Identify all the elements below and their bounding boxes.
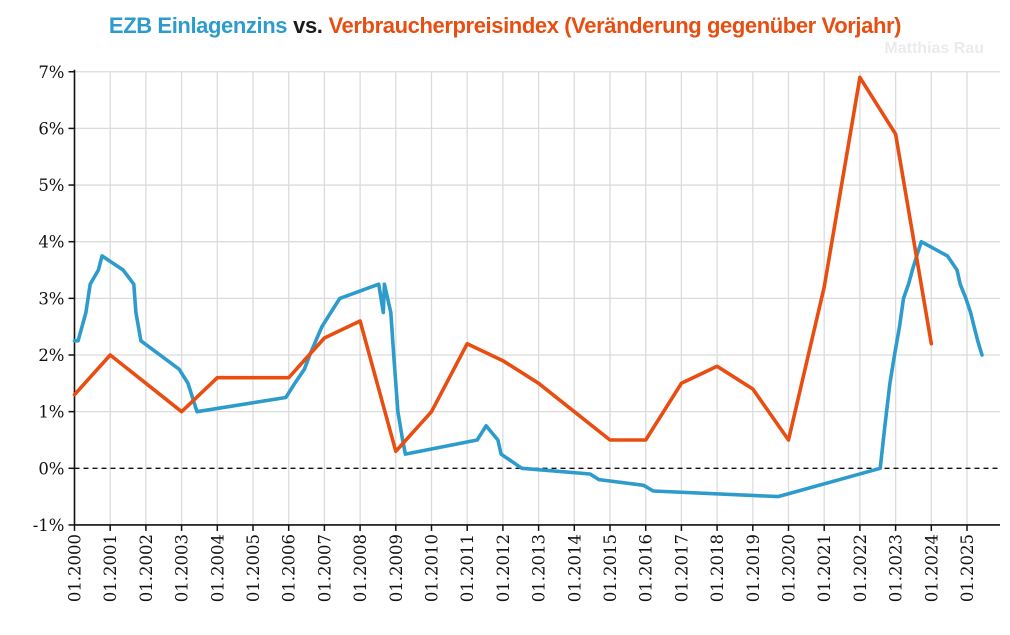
chart-title: EZB Einlagenzins vs. Verbraucherpreisind… [0,13,1010,39]
x-tick-label: 01.2003 [173,534,192,602]
axes [68,69,1000,531]
x-tick-label: 01.2005 [244,534,263,602]
y-tick-label: 2% [38,346,64,365]
y-tick-label: -1% [33,516,65,535]
x-tick-label: 01.2024 [922,534,941,602]
watermark: Matthias Rau [884,40,984,57]
x-tick-label: 01.2002 [137,534,156,602]
y-tick-label: 1% [38,403,64,422]
title-series2-label: Verbraucherpreisindex (Veränderung gegen… [328,13,902,38]
x-tick-label: 01.2021 [815,534,834,602]
x-tick-label: 01.2019 [744,534,763,602]
gridlines [73,71,1000,525]
x-tick-label: 01.2016 [637,534,656,602]
x-tick-label: 01.2013 [530,534,549,602]
x-tick-label: 01.2010 [423,534,442,602]
x-tick-label: 01.2006 [280,534,299,602]
y-tick-label: 6% [38,119,64,138]
y-tick-label: 5% [38,176,64,195]
x-tick-label: 01.2000 [66,534,85,602]
x-tick-label: 01.2022 [851,534,870,602]
x-tick-label: 01.2023 [887,534,906,602]
x-tick-label: 01.2018 [708,534,727,602]
title-series1-label: EZB Einlagenzins [108,13,288,38]
title-vs-label: vs. [293,13,323,38]
y-tick-label: 7% [38,63,64,82]
y-tick-label: 0% [38,459,64,478]
x-tick-label: 01.2008 [351,534,370,602]
x-tick-label: 01.2012 [494,534,513,602]
x-tick-label: 01.2001 [101,534,120,602]
series-line-ezb-einlagenzins [72,239,984,499]
y-tick-label: 4% [38,233,64,252]
x-tick-label: 01.2015 [601,534,620,602]
y-tick-label: 3% [38,289,64,308]
series-line-verbraucherpreisindex [72,75,934,454]
x-tick-label: 01.2017 [672,534,691,602]
x-tick-label: 01.2004 [208,534,227,602]
x-tick-label: 01.2009 [387,534,406,602]
x-tick-label: 01.2025 [958,534,977,602]
x-tick-label: 01.2020 [780,534,799,602]
x-tick-label: 01.2007 [315,534,334,602]
x-tick-label: 01.2014 [565,534,584,602]
data-series [72,75,984,499]
x-tick-label: 01.2011 [458,534,477,602]
tick-labels: 01.2000 01.2001 01.2002 01.2003 01.2004 01.20… [33,63,977,602]
